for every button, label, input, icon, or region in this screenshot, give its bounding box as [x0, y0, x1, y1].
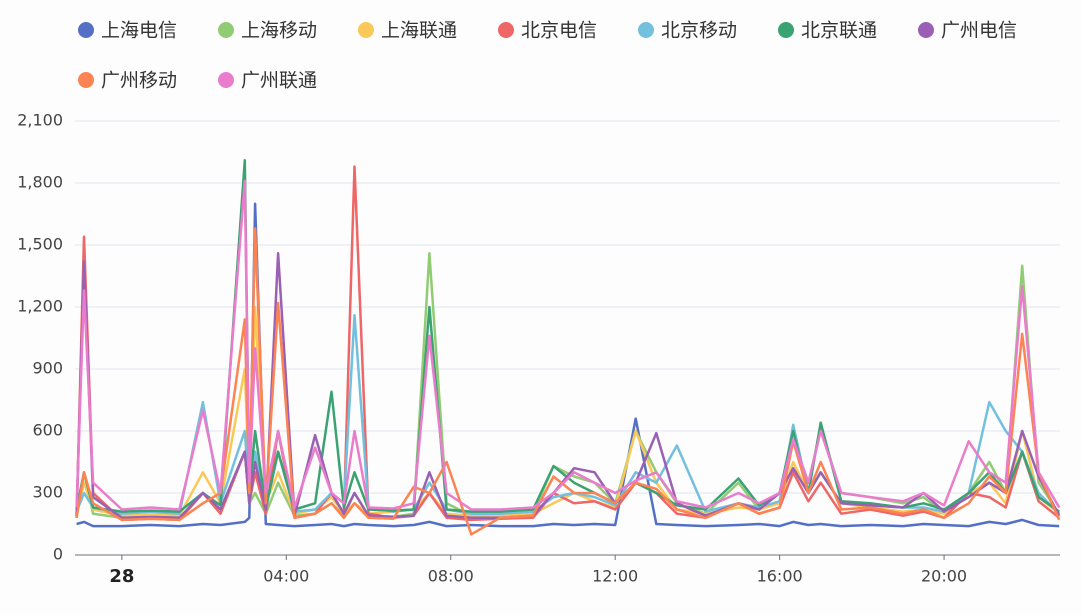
series-line: [75, 179, 1061, 511]
x-tick-label: 20:00: [921, 567, 967, 586]
series-line: [75, 305, 1060, 517]
legend-label: 广州联通: [241, 70, 317, 92]
legend-marker: [218, 72, 234, 88]
series-line: [75, 227, 1061, 536]
legend-item: 上海联通: [358, 20, 457, 42]
y-tick-label: 0: [53, 545, 63, 564]
legend-marker: [218, 22, 234, 38]
legend-item: 广州联通: [218, 70, 317, 92]
legend-item: 北京移动: [638, 20, 737, 42]
x-tick-label: 04:00: [263, 567, 309, 586]
x-tick-label: 08:00: [428, 567, 474, 586]
legend-marker: [918, 22, 934, 38]
legend-label: 广州电信: [941, 20, 1017, 42]
legend-item: 北京电信: [498, 20, 597, 42]
legend-item: 北京联通: [778, 20, 877, 42]
legend-label: 北京移动: [661, 20, 737, 42]
y-tick-label: 2,100: [17, 111, 63, 130]
y-tick-label: 1,500: [17, 235, 63, 254]
legend-marker: [78, 22, 94, 38]
x-tick-label: 16:00: [757, 567, 803, 586]
legend-label: 上海移动: [241, 20, 317, 42]
legend-marker: [358, 22, 374, 38]
legend-item: 广州移动: [78, 70, 177, 92]
legend-label: 北京电信: [521, 20, 597, 42]
series-line: [76, 202, 1060, 528]
legend-marker: [638, 22, 654, 38]
y-tick-label: 600: [32, 421, 63, 440]
legend-marker: [78, 72, 94, 88]
x-tick-label: 12:00: [592, 567, 638, 586]
legend-label: 上海电信: [101, 20, 177, 42]
legend-item: 广州电信: [918, 20, 1017, 42]
legend-marker: [498, 22, 514, 38]
legend-marker: [778, 22, 794, 38]
y-tick-label: 1,800: [17, 173, 63, 192]
y-tick-label: 1,200: [17, 297, 63, 316]
y-tick-label: 300: [32, 483, 63, 502]
legend-label: 上海联通: [381, 20, 457, 42]
y-tick-label: 900: [32, 359, 63, 378]
legend-item: 上海电信: [78, 20, 177, 42]
legend-label: 广州移动: [101, 70, 177, 92]
x-tick-label: 28: [109, 566, 134, 587]
legend-item: 上海移动: [218, 20, 317, 42]
legend-label: 北京联通: [801, 20, 877, 42]
